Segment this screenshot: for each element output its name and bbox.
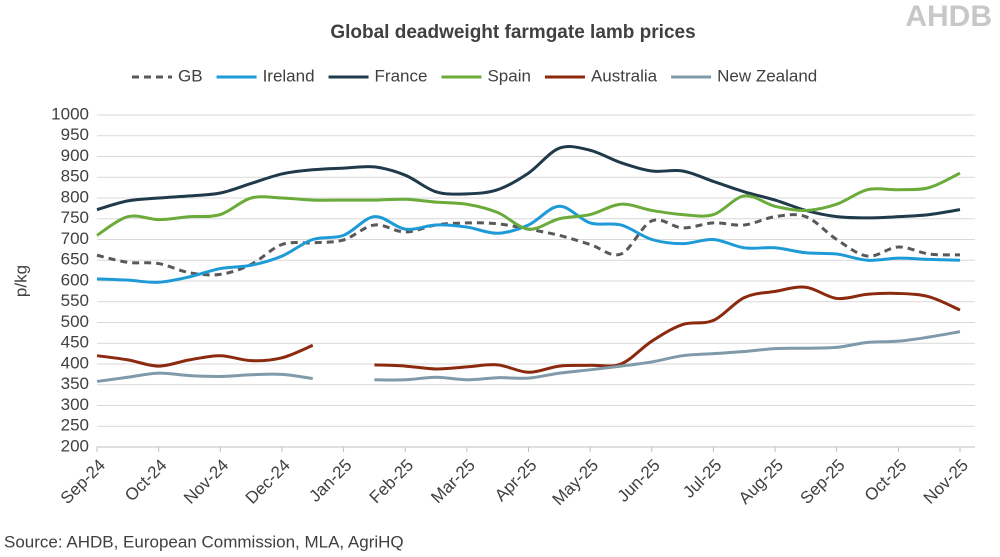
y-tick-label: 800 [61,187,89,206]
x-tick-label: Sep-25 [797,456,849,508]
y-tick-label: 750 [61,208,89,227]
legend: GB Ireland France Spain Australia New Zealand [132,66,817,85]
x-tick-label: Apr-25 [491,456,541,506]
x-tick-label: Jul-25 [679,456,725,502]
y-tick-label: 450 [61,333,89,352]
y-tick-label: 350 [61,374,89,393]
legend-label: Ireland [263,66,315,85]
x-tick-label: Aug-25 [735,456,787,508]
y-tick-label: 700 [61,229,89,248]
y-tick-label: 200 [61,436,89,455]
x-tick-label: Dec-24 [242,456,294,508]
y-tick-label: 900 [61,146,89,165]
legend-label: Spain [487,66,530,85]
y-tick-label: 1000 [51,104,89,123]
source-note: Source: AHDB, European Commission, MLA, … [4,532,404,551]
legend-label: France [375,66,428,85]
x-tick-label: Oct-24 [121,456,171,506]
y-tick-label: 850 [61,167,89,186]
logo: AHDB [905,0,992,33]
x-tick-label: Jun-25 [614,456,664,506]
x-tick-label: Jan-25 [305,456,355,506]
x-tick-label: Mar-25 [427,456,479,508]
x-tick-label: Feb-25 [366,456,418,508]
y-tick-label: 550 [61,291,89,310]
series-line [96,145,961,220]
x-tick-label: May-25 [549,456,603,510]
y-tick-label: 650 [61,250,89,269]
x-tick-label: Oct-25 [861,456,911,506]
y-tick-label: 300 [61,395,89,414]
series-line [96,285,961,374]
legend-label: Australia [591,66,658,85]
series-line [96,204,961,284]
x-tick-label: Nov-25 [920,456,972,508]
series-line [96,330,961,383]
legend-label: GB [178,66,203,85]
x-tick-label: Nov-24 [180,456,232,508]
y-tick-label: 950 [61,125,89,144]
y-axis-label: p/kg [11,265,30,297]
y-tick-label: 400 [61,353,89,372]
legend-label: New Zealand [717,66,817,85]
chart-title: Global deadweight farmgate lamb prices [330,22,695,43]
x-tick-label: Sep-24 [57,456,109,508]
y-tick-label: 600 [61,270,89,289]
y-tick-label: 500 [61,312,89,331]
y-tick-label: 250 [61,416,89,435]
series-line [96,171,961,237]
